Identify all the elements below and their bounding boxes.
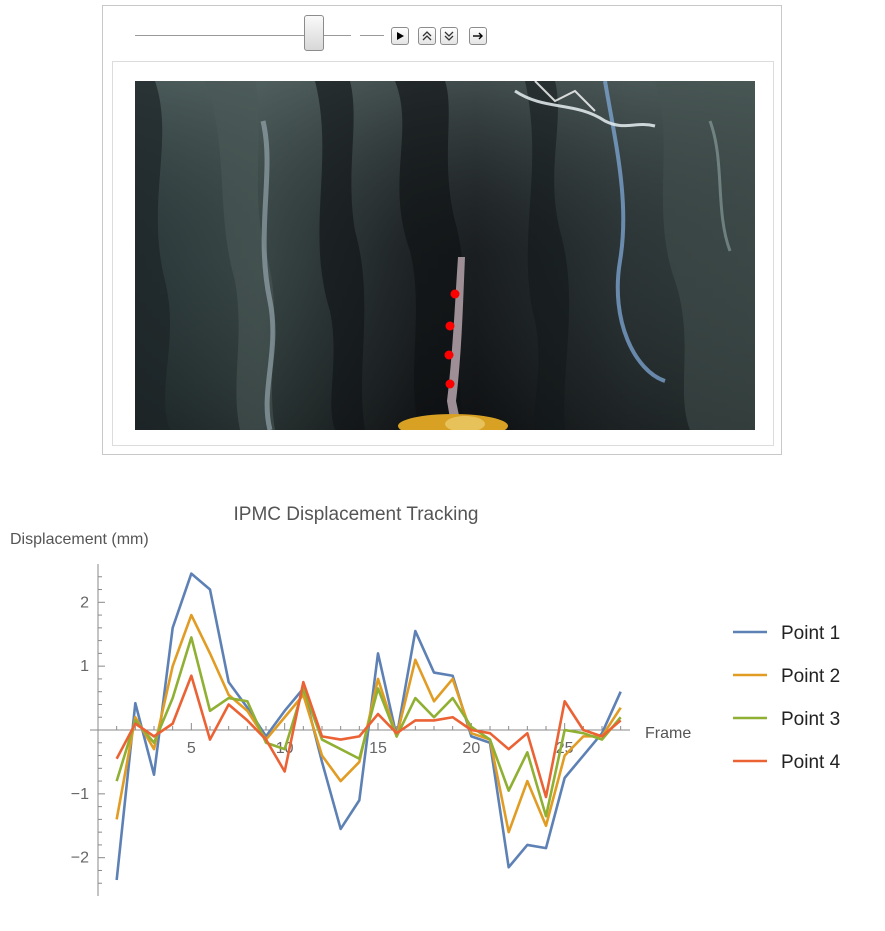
series-line-point-4	[115, 674, 622, 799]
displacement-chart: IPMC Displacement Tracking Displacement …	[0, 470, 885, 926]
y-tick-label: 2	[80, 594, 89, 611]
frame-slider-track-end	[360, 35, 384, 36]
chart-title: IPMC Displacement Tracking	[234, 504, 479, 525]
right-arrow-icon	[473, 32, 483, 40]
legend-label: Point 4	[781, 752, 841, 773]
legend-label: Point 2	[781, 666, 840, 687]
step-forward-button[interactable]	[469, 27, 487, 45]
double-chevron-up-icon	[422, 31, 432, 41]
manipulate-panel	[102, 5, 782, 455]
tracking-marker	[450, 289, 460, 299]
frame-slider-track[interactable]	[135, 35, 351, 36]
y-axis-label: Displacement (mm)	[10, 531, 149, 548]
frame-slider-handle[interactable]	[304, 15, 325, 51]
play-icon	[397, 32, 404, 40]
x-tick-label: 15	[369, 740, 387, 757]
output-frame	[112, 61, 774, 446]
faster-button[interactable]	[418, 27, 436, 45]
legend-label: Point 1	[781, 623, 840, 644]
legend-label: Point 3	[781, 709, 840, 730]
video-frame	[135, 81, 755, 430]
ipmc-camera-image	[135, 81, 755, 430]
x-tick-label: 5	[187, 740, 196, 757]
chart-series-lines	[115, 572, 622, 881]
y-tick-label: 1	[80, 658, 89, 675]
tracking-marker	[445, 379, 455, 389]
x-tick-label: 20	[462, 740, 480, 757]
slower-button[interactable]	[440, 27, 458, 45]
y-tick-label: −2	[71, 850, 89, 867]
play-button[interactable]	[391, 27, 409, 45]
tracking-marker	[445, 321, 455, 331]
double-chevron-down-icon	[444, 31, 454, 41]
x-axis-label: Frame	[645, 725, 691, 742]
tracking-marker	[444, 350, 454, 360]
y-tick-label: −1	[71, 786, 89, 803]
chart-legend: Point 1 Point 2 Point 3 Point 4	[733, 623, 841, 773]
